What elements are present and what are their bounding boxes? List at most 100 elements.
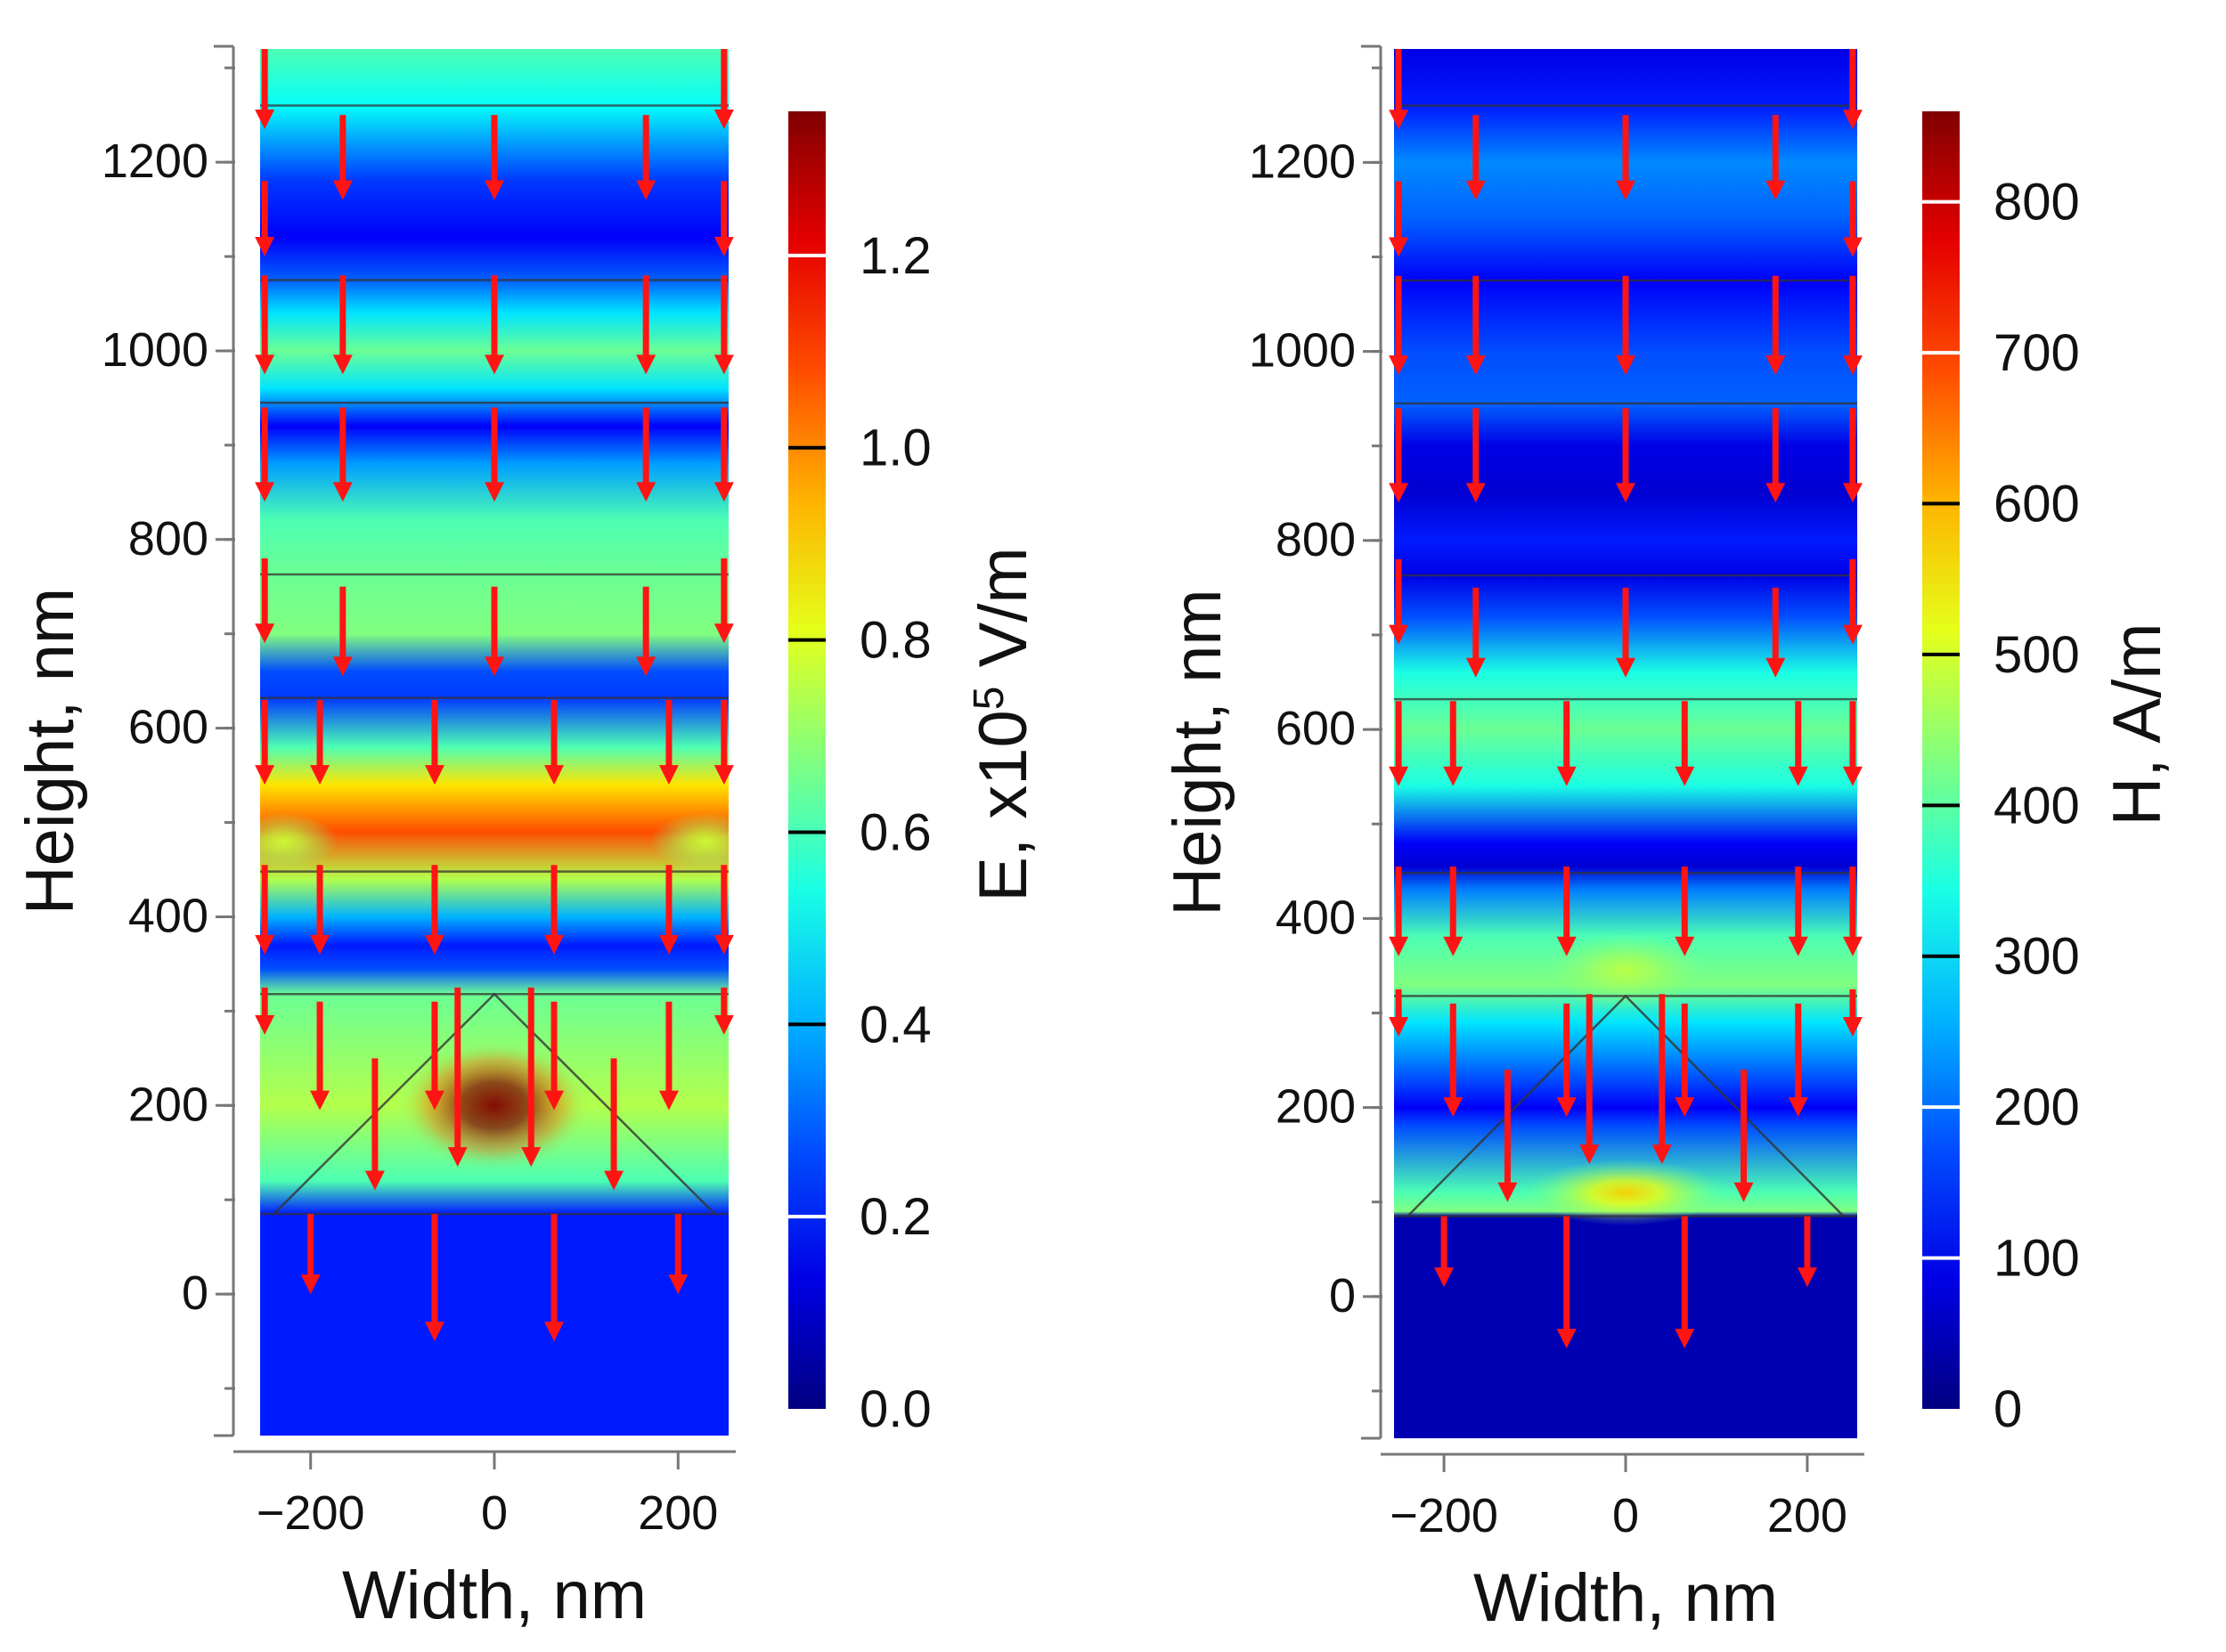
y-tick-label: 800 <box>128 512 208 566</box>
arrow-head <box>1788 936 1808 956</box>
arrow-head <box>1443 766 1464 786</box>
arrow-head <box>713 934 734 955</box>
arrow-head <box>1765 180 1786 200</box>
y-tick-label: 1000 <box>102 323 208 377</box>
y-tick-label: 400 <box>128 889 208 942</box>
arrow-head <box>544 765 565 785</box>
hotspot <box>1525 1159 1726 1226</box>
arrow-head <box>1389 936 1409 956</box>
colorbar-tick-label: 600 <box>1994 475 2080 533</box>
arrow-head <box>1842 936 1863 956</box>
arrow-head <box>485 180 504 200</box>
hotspot <box>397 1039 591 1172</box>
colorbar-tick-label: 0.2 <box>860 1188 932 1246</box>
colorbar-tick-label: 0.4 <box>860 996 932 1054</box>
arrow-head <box>1842 237 1863 257</box>
arrow-head <box>713 623 734 644</box>
arrow-head <box>1556 936 1577 956</box>
arrow-head <box>1733 1182 1754 1202</box>
colorbar-tick-label: 500 <box>1994 626 2080 684</box>
arrow-head <box>658 765 679 785</box>
arrow-head <box>485 482 504 502</box>
y-tick-label: 1200 <box>102 134 208 188</box>
arrow-head <box>713 765 734 785</box>
arrow-head <box>1616 355 1635 376</box>
arrow-head <box>485 354 504 375</box>
arrow-head <box>424 934 444 955</box>
arrow-head <box>1616 657 1635 678</box>
arrow-head <box>1497 1182 1518 1202</box>
colorbar-tick-label: 800 <box>1994 174 2080 232</box>
arrow-head <box>1389 110 1409 130</box>
field-map <box>260 49 729 1436</box>
arrow-head <box>713 110 734 130</box>
y-tick-label: 0 <box>182 1266 208 1320</box>
arrow-head <box>1842 110 1863 130</box>
arrow-head <box>1579 1144 1600 1165</box>
panel-e: 0 200 400 600 800 1000 1200 −200 0 200 Width, nm He… <box>12 45 1041 1633</box>
arrow-head <box>332 656 353 677</box>
hotspot <box>1544 932 1708 1009</box>
colorbar-tick-label: 0.6 <box>860 803 932 861</box>
arrow-head <box>1675 1329 1695 1349</box>
arrow-head <box>1651 1144 1672 1165</box>
arrow-head <box>668 1274 689 1295</box>
arrow-head <box>424 765 444 785</box>
arrow-head <box>1556 766 1577 786</box>
arrow-head <box>544 1090 565 1111</box>
arrow-head <box>255 237 275 257</box>
y-axis-label: Height, nm <box>1160 589 1235 916</box>
arrow-head <box>1389 624 1409 645</box>
arrow-head <box>364 1170 385 1191</box>
y-tick-label: 600 <box>1276 702 1356 755</box>
pyramid-outline <box>1407 994 1845 1217</box>
y-tick-label: 400 <box>1276 891 1356 944</box>
hotspot <box>650 812 729 870</box>
x-tick-label: 0 <box>1612 1489 1639 1542</box>
arrow-head <box>1389 237 1409 257</box>
colorbar-tick-label: 300 <box>1994 928 2080 986</box>
arrow-head <box>713 482 734 502</box>
arrow-head <box>1465 180 1486 200</box>
arrow-head <box>1389 483 1409 503</box>
y-tick-label: 200 <box>128 1078 208 1131</box>
arrow-head <box>255 934 275 955</box>
arrow-head <box>255 1014 275 1035</box>
arrow-head <box>658 934 679 955</box>
colorbar-tick-label: 1.0 <box>860 419 932 477</box>
arrow-head <box>1842 1016 1863 1037</box>
arrow-head <box>300 1274 321 1295</box>
arrow-head <box>1797 1267 1817 1288</box>
colorbar-tick-label: 1.2 <box>860 227 932 285</box>
field-arrows <box>255 49 734 1342</box>
arrow-head <box>424 1090 444 1111</box>
x-tick-label: −200 <box>1390 1489 1498 1542</box>
hotspot <box>260 812 338 870</box>
arrow-head <box>1389 355 1409 376</box>
arrow-head <box>1434 1267 1455 1288</box>
arrow-head <box>1465 355 1486 376</box>
arrow-head <box>521 1147 542 1168</box>
field-arrows <box>1389 49 1863 1349</box>
arrow-head <box>332 180 353 200</box>
arrow-head <box>1842 766 1863 786</box>
colorbar-tick-label: 200 <box>1994 1078 2080 1136</box>
arrow-head <box>1675 936 1695 956</box>
field-map <box>1394 49 1857 1438</box>
y-tick-label: 1000 <box>1249 324 1356 378</box>
arrow-head <box>636 482 656 502</box>
colorbar-tick-label: 400 <box>1994 777 2080 834</box>
x-axis-label: Width, nm <box>342 1558 647 1633</box>
x-tick-label: 200 <box>1767 1489 1847 1542</box>
arrow-head <box>255 623 275 644</box>
colorbar-tick-label: 100 <box>1994 1230 2080 1288</box>
arrow-head <box>255 482 275 502</box>
arrow-head <box>1556 1097 1577 1118</box>
arrow-head <box>1616 180 1635 200</box>
y-tick-label: 1200 <box>1249 134 1356 188</box>
x-tick-label: 200 <box>638 1486 718 1540</box>
colorbar-label: H, A/m <box>2100 623 2175 826</box>
arrow-head <box>1389 766 1409 786</box>
